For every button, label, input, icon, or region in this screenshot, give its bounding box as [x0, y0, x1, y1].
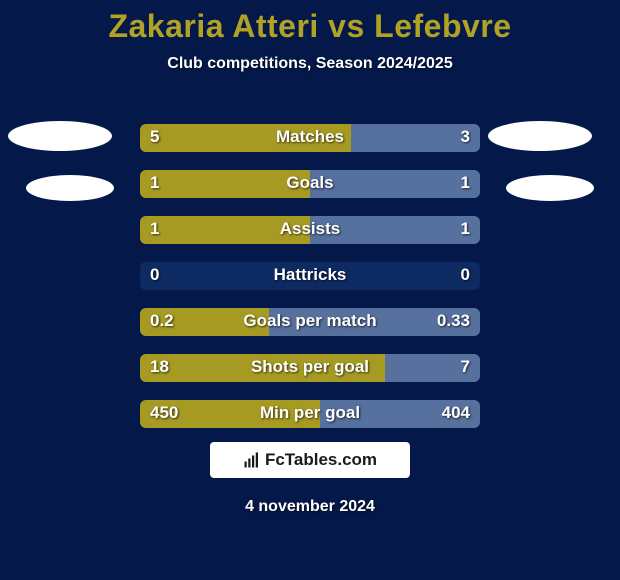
stat-value-left: 0: [150, 265, 159, 285]
stat-row: Assists1 1: [140, 216, 480, 244]
stat-label: Assists: [140, 219, 480, 239]
infographic-container: Zakaria Atteri vs Lefebvre Club competit…: [0, 0, 620, 580]
brand-text: FcTables.com: [265, 450, 377, 470]
stat-row: Goals1 1: [140, 170, 480, 198]
stat-value-right: 1: [461, 219, 470, 239]
stat-label: Hattricks: [140, 265, 480, 285]
stat-value-left: 0.2: [150, 311, 174, 331]
stat-value-right: 0.33: [437, 311, 470, 331]
stat-label: Goals: [140, 173, 480, 193]
subtitle: Club competitions, Season 2024/2025: [0, 55, 620, 73]
brand-badge: FcTables.com: [210, 442, 410, 478]
stat-label: Min per goal: [140, 403, 480, 423]
comparison-bars: Matches53Goals11Assists11Hattricks00Goal…: [140, 124, 480, 446]
stat-value-left: 1: [150, 173, 159, 193]
stat-value-right: 404: [442, 403, 470, 423]
stat-value-left: 5: [150, 127, 159, 147]
stat-label: Goals per match: [140, 311, 480, 331]
stat-value-left: 1: [150, 219, 159, 239]
player-disc: [488, 121, 592, 151]
stat-value-right: 1: [461, 173, 470, 193]
stat-row: Min per goal450 404: [140, 400, 480, 428]
stat-row: Shots per goal18 7: [140, 354, 480, 382]
player-disc: [506, 175, 594, 201]
stat-value-left: 450: [150, 403, 178, 423]
stat-value-right: 3: [461, 127, 470, 147]
date-text: 4 november 2024: [0, 498, 620, 516]
stat-value-right: 7: [461, 357, 470, 377]
stat-row: Goals per match0.2 0.33: [140, 308, 480, 336]
player-disc: [8, 121, 112, 151]
stat-label: Shots per goal: [140, 357, 480, 377]
stat-row: Matches5 3: [140, 124, 480, 152]
stat-value-right: 0: [461, 265, 470, 285]
stat-label: Matches: [140, 127, 480, 147]
page-title: Zakaria Atteri vs Lefebvre: [0, 0, 620, 45]
stat-value-left: 18: [150, 357, 169, 377]
player-disc: [26, 175, 114, 201]
brand-chart-icon: [243, 451, 261, 469]
stat-row: Hattricks0 0: [140, 262, 480, 290]
